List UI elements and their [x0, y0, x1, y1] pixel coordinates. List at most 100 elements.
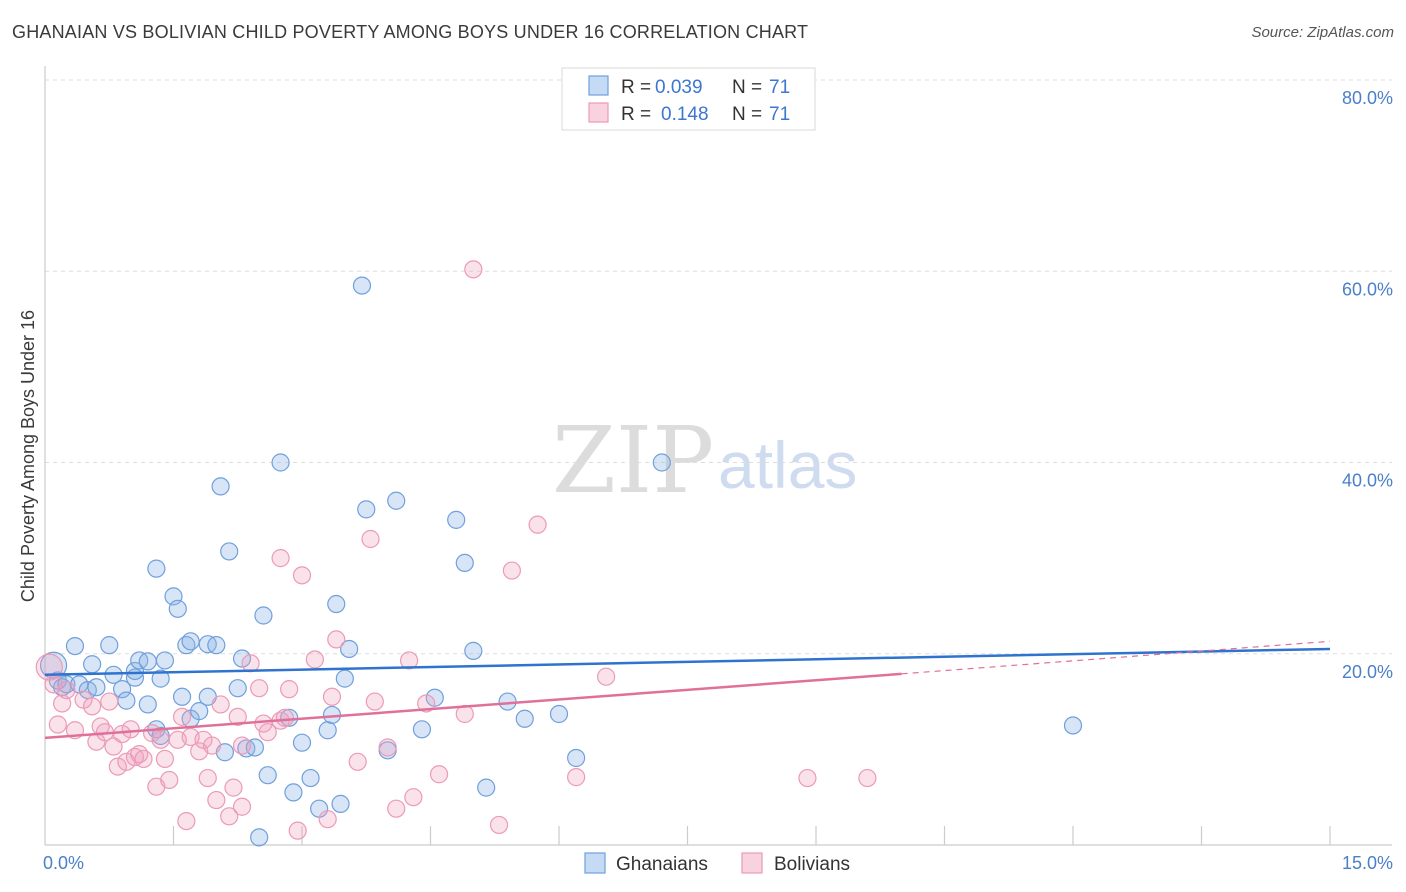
data-point [549, 704, 569, 724]
data-point [447, 510, 466, 529]
data-point [112, 680, 132, 699]
data-point [412, 720, 432, 739]
x-tick-label: 15.0% [1342, 853, 1393, 873]
data-point [387, 491, 406, 510]
data-point [254, 606, 273, 625]
data-point [567, 748, 586, 768]
data-point [224, 778, 243, 797]
trend-line-bolivians-extension [901, 640, 1331, 675]
trend-line-ghanaians [44, 647, 1331, 677]
data-point [567, 768, 586, 787]
legend-r-value-1: 0.039 [655, 77, 703, 98]
data-point [258, 766, 277, 785]
data-point [53, 694, 72, 713]
legend-n-label-1: N = [732, 77, 762, 98]
data-point [429, 765, 449, 784]
data-point [1063, 716, 1083, 735]
data-point [399, 651, 419, 670]
data-point [301, 768, 320, 788]
data-point [292, 566, 312, 585]
data-point [100, 636, 119, 655]
data-point [515, 709, 534, 728]
legend-r-value-2: 0.148 [661, 104, 709, 125]
x-tick-label: 0.0% [43, 853, 84, 873]
data-point [232, 649, 252, 668]
data-point [327, 630, 346, 649]
legend-swatch-blue [588, 75, 609, 96]
data-point [365, 692, 384, 711]
data-point [232, 797, 252, 816]
data-point [125, 661, 145, 681]
data-point [271, 453, 290, 472]
data-point [387, 799, 406, 818]
data-point [352, 276, 372, 295]
data-point [207, 790, 226, 810]
data-point [858, 768, 877, 788]
data-point [652, 453, 671, 472]
correlation-legend: R = 0.039 N = 71 R = 0.148 N = 71 [561, 67, 816, 131]
series-ghanaians [39, 276, 1083, 847]
data-point [348, 752, 367, 771]
data-point [250, 828, 269, 847]
data-point [284, 783, 303, 802]
series-bolivians [35, 260, 877, 840]
data-point [464, 641, 483, 660]
data-point [250, 679, 269, 698]
data-point [280, 680, 299, 699]
data-point [489, 815, 509, 835]
legend-n-value-1: 71 [769, 77, 790, 98]
data-point [498, 692, 517, 711]
watermark-zip: ZIP [552, 407, 714, 514]
data-point [65, 636, 85, 656]
data-point [502, 561, 521, 580]
data-point [220, 542, 239, 561]
data-point [100, 692, 119, 711]
data-point [57, 675, 76, 694]
data-point [335, 669, 354, 688]
data-point [305, 650, 324, 669]
data-point [177, 811, 196, 831]
data-point [117, 691, 136, 710]
data-point [108, 757, 127, 776]
data-point [104, 737, 123, 756]
y-tick-label: 80.0% [1342, 88, 1393, 108]
data-point [455, 553, 474, 573]
data-point [138, 652, 157, 671]
data-point [160, 770, 179, 790]
y-tick-label: 40.0% [1342, 471, 1393, 491]
chart-title: GHANAIAN VS BOLIVIAN CHILD POVERTY AMONG… [12, 22, 809, 42]
data-point [83, 697, 102, 716]
data-point [318, 721, 337, 740]
data-point [258, 723, 277, 742]
data-point [168, 599, 187, 618]
trend-line-bolivians [44, 672, 902, 740]
data-point [190, 702, 209, 721]
axes [44, 66, 1392, 846]
data-point [361, 529, 380, 549]
data-point [378, 738, 397, 757]
data-point [292, 733, 312, 752]
legend-swatch-pink [588, 102, 609, 123]
data-point [138, 695, 157, 714]
data-point [327, 594, 346, 614]
legend-n-value-2: 71 [769, 104, 790, 125]
data-point [331, 794, 350, 813]
data-point [202, 736, 222, 755]
data-point [198, 768, 217, 788]
legend-r-label-2: R = [621, 104, 651, 125]
data-point [340, 639, 359, 659]
data-point [151, 730, 170, 749]
data-point [322, 687, 342, 706]
data-point [232, 736, 252, 755]
data-point [464, 260, 483, 279]
data-point [35, 653, 63, 681]
chart-source: Source: ZipAtlas.com [1251, 24, 1394, 41]
data-point [87, 678, 106, 697]
trend-lines [44, 640, 1331, 740]
data-point [241, 654, 260, 673]
data-point [528, 515, 547, 534]
y-axis-label: Child Poverty Among Boys Under 16 [18, 310, 38, 602]
data-point [228, 707, 247, 726]
data-point [228, 679, 247, 698]
